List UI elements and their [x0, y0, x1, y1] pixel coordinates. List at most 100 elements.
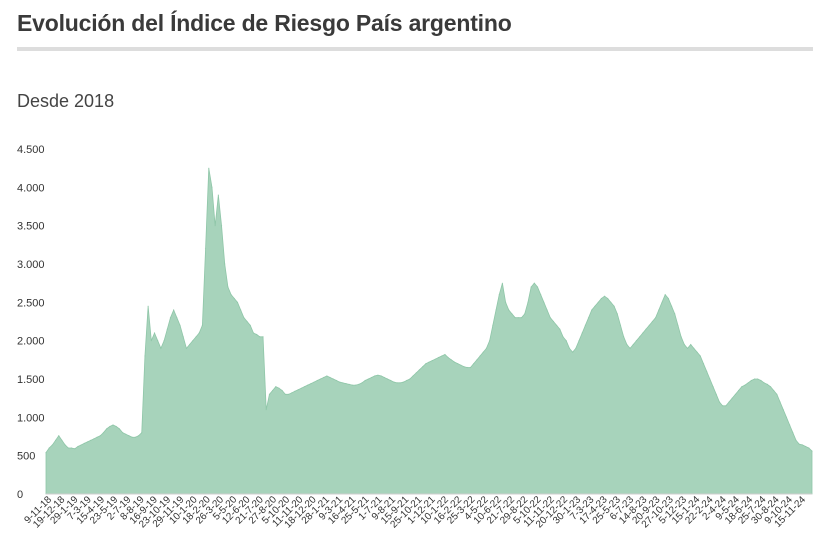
data-point	[406, 379, 408, 382]
data-point	[619, 324, 622, 326]
data-point	[805, 445, 807, 448]
data-point	[792, 432, 794, 434]
data-point	[613, 305, 615, 307]
data-point	[479, 355, 481, 357]
data-point	[115, 425, 117, 428]
y-tick-label: 2.000	[17, 336, 45, 348]
data-point	[319, 378, 322, 380]
data-point	[610, 301, 612, 303]
data-point	[776, 393, 778, 395]
data-point	[236, 301, 239, 303]
data-point	[217, 194, 219, 196]
data-point	[639, 336, 641, 338]
data-point	[750, 379, 752, 382]
data-point	[415, 372, 417, 374]
data-point	[469, 366, 472, 369]
data-point	[118, 428, 121, 430]
data-point	[93, 438, 95, 440]
data-point	[450, 359, 452, 361]
data-point	[323, 376, 325, 379]
data-point	[543, 301, 545, 303]
data-point	[811, 450, 813, 452]
data-point	[667, 297, 669, 300]
data-point	[224, 263, 226, 265]
data-point	[386, 378, 389, 380]
data-point	[549, 317, 551, 319]
data-point	[645, 328, 647, 330]
data-point	[623, 336, 625, 338]
data-point	[447, 356, 449, 359]
y-tick-label: 1.000	[17, 412, 45, 424]
page-title: Evolución del Índice de Riesgo País arge…	[17, 10, 512, 36]
data-point	[396, 382, 398, 384]
data-point	[501, 282, 504, 284]
data-point	[249, 324, 251, 326]
data-point	[58, 435, 60, 437]
data-point	[744, 384, 746, 386]
data-point	[801, 444, 804, 446]
data-point	[473, 363, 475, 365]
data-point	[722, 405, 724, 407]
data-point	[693, 347, 695, 349]
data-point	[741, 386, 743, 388]
data-point	[233, 297, 235, 300]
data-point	[361, 382, 363, 384]
data-point	[281, 389, 283, 392]
data-point	[527, 301, 529, 303]
data-point	[45, 452, 47, 454]
data-point	[782, 409, 784, 411]
y-tick-label: 1.500	[17, 374, 45, 386]
data-point	[399, 382, 401, 384]
data-point	[785, 416, 788, 418]
data-point	[587, 317, 590, 319]
y-tick-label: 500	[17, 451, 35, 463]
data-point	[179, 324, 181, 326]
data-point	[313, 381, 315, 383]
data-point	[278, 387, 280, 389]
data-point	[482, 351, 484, 353]
data-point	[90, 439, 92, 441]
data-point	[412, 375, 414, 377]
data-point	[734, 393, 737, 395]
data-point	[204, 248, 207, 250]
data-point	[594, 305, 596, 307]
data-point	[169, 317, 172, 319]
data-point	[246, 320, 248, 323]
data-point	[307, 384, 309, 386]
data-point	[642, 332, 644, 334]
data-point	[198, 332, 200, 334]
data-point	[696, 351, 698, 353]
data-point	[326, 375, 328, 377]
data-point	[428, 361, 430, 363]
series-area	[45, 168, 813, 495]
data-point	[600, 297, 602, 300]
data-point	[434, 358, 436, 360]
data-point	[268, 393, 271, 395]
data-point	[495, 309, 497, 311]
data-point	[658, 309, 660, 311]
data-point	[629, 347, 631, 349]
data-point	[64, 444, 66, 446]
data-point	[393, 381, 395, 383]
data-point	[131, 436, 133, 438]
data-point	[367, 378, 369, 380]
data-point	[655, 317, 657, 319]
data-point	[141, 432, 143, 434]
data-point	[568, 347, 571, 349]
data-point	[431, 360, 433, 362]
data-point	[61, 439, 63, 441]
data-point	[173, 309, 175, 311]
data-point	[789, 424, 791, 426]
data-point	[795, 439, 797, 441]
data-point	[715, 393, 717, 395]
data-point	[718, 401, 721, 403]
data-point	[422, 366, 424, 368]
data-point	[680, 336, 682, 338]
data-point	[74, 448, 76, 450]
data-point	[300, 387, 302, 389]
data-point	[444, 353, 446, 356]
data-point	[773, 389, 775, 392]
data-point	[498, 294, 500, 296]
data-point	[106, 428, 108, 430]
